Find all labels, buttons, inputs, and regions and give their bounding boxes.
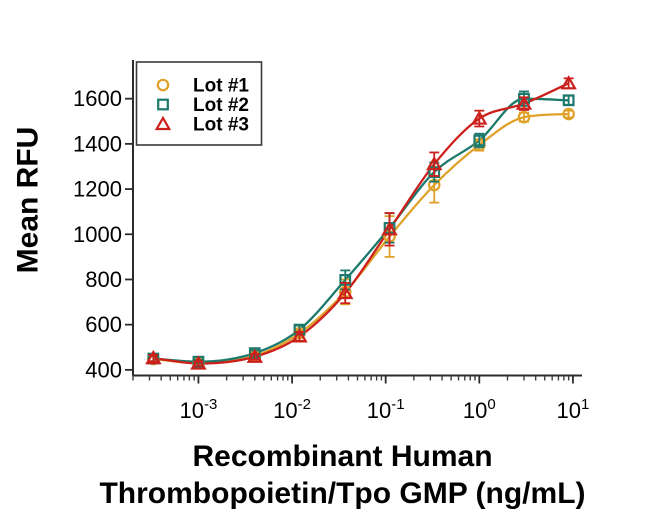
legend-label: Lot #2	[193, 95, 249, 116]
x-tick-label: 100	[463, 396, 496, 423]
legend-item-lot-3: Lot #3	[154, 115, 249, 136]
legend-label: Lot #1	[193, 76, 249, 97]
square-legend-icon	[157, 98, 169, 111]
data-point-marker-triangle	[291, 328, 308, 343]
data-point-marker-circle	[517, 110, 531, 124]
data-point-marker-square	[157, 98, 169, 111]
data-point-marker-triangle	[381, 221, 398, 236]
data-point-marker-triangle	[337, 284, 354, 300]
y-tick-label: 1400	[73, 131, 122, 156]
x-major-ticks	[197, 375, 574, 384]
x-tick-labels: 10-3 10-2 10-1 100 101	[180, 396, 590, 423]
triangle-legend-icon	[154, 115, 172, 131]
y-tick-label: 1600	[73, 86, 122, 111]
markers-lot-1	[147, 107, 575, 370]
x-minor-ticks	[132, 375, 570, 381]
x-axis-title-line2: Thrombopoietin/Tpo GMP (ng/mL)	[99, 477, 586, 510]
data-point-marker-square	[473, 134, 486, 147]
y-tick-label: 800	[85, 267, 122, 292]
x-axis-title-line1: Recombinant Human	[192, 440, 493, 473]
data-point-marker-triangle	[154, 115, 172, 131]
y-tick-label: 600	[85, 312, 122, 337]
x-tick-label: 10-2	[273, 396, 311, 423]
legend-label: Lot #3	[193, 115, 249, 136]
data-point-marker-triangle	[515, 95, 533, 110]
data-point-marker-triangle	[426, 155, 443, 171]
curve-lot-1	[153, 112, 569, 365]
x-tick-label: 101	[557, 396, 590, 423]
legend-item-lot-1: Lot #1	[156, 76, 249, 97]
x-tick-label: 10-3	[180, 396, 218, 423]
curve-lot-2	[153, 97, 569, 363]
y-tick-label: 1200	[73, 177, 122, 202]
legend-item-lot-2: Lot #2	[157, 95, 249, 116]
data-point-marker-square	[562, 94, 575, 107]
data-point-marker-triangle	[190, 355, 207, 370]
y-ticks	[125, 97, 133, 371]
y-tick-label: 1000	[73, 222, 122, 247]
error-bars-lot-1	[148, 109, 574, 366]
x-axis-title: Recombinant Human Thrombopoietin/Tpo GMP…	[35, 438, 650, 512]
data-point-marker-circle	[562, 107, 575, 121]
x-tick-label: 10-1	[367, 396, 405, 423]
data-point-marker-triangle	[145, 349, 162, 365]
data-point-marker-triangle	[560, 75, 577, 90]
y-tick-label: 400	[85, 357, 122, 382]
curve-lot-3	[153, 82, 570, 365]
y-tick-labels: 400 600 800 1000 1200 1400 1600	[73, 86, 122, 382]
data-point-marker-triangle	[246, 348, 264, 363]
circle-legend-icon	[156, 78, 170, 92]
data-point-marker-triangle	[471, 110, 488, 125]
data-point-marker-circle	[156, 78, 170, 92]
markers-lot-3	[145, 75, 577, 370]
